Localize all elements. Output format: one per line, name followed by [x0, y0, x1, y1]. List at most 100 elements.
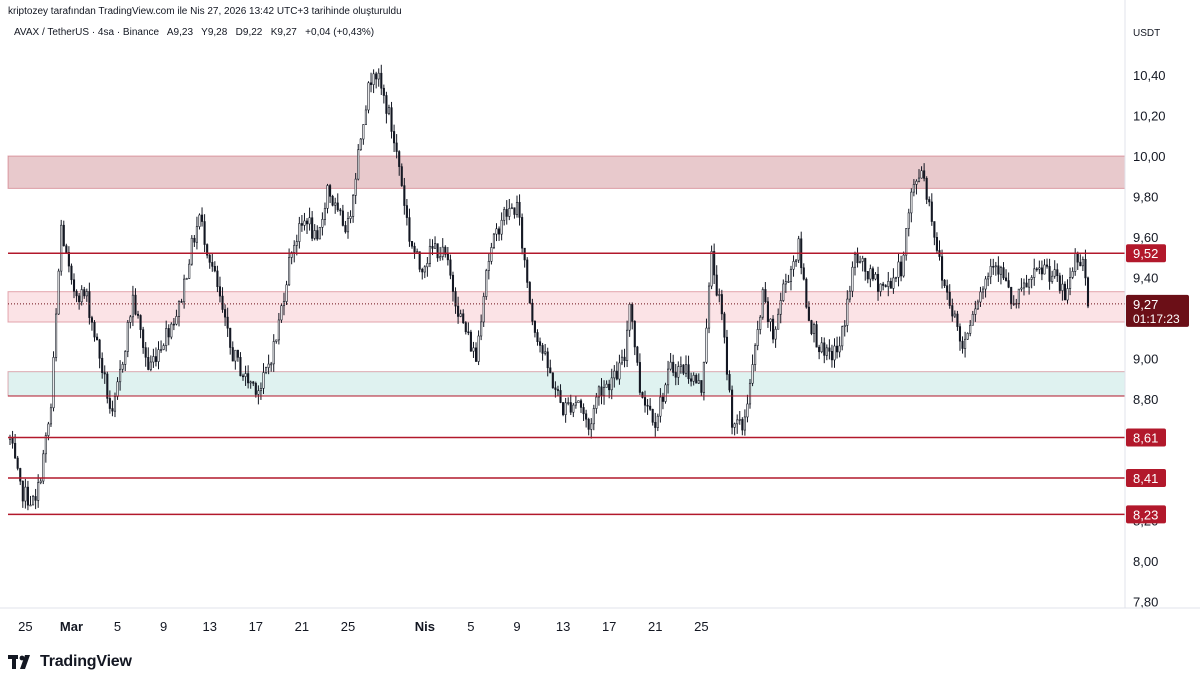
candle-body	[139, 315, 142, 330]
candle	[400, 163, 403, 187]
candle-body	[387, 107, 391, 114]
candle	[382, 84, 385, 104]
candle	[923, 163, 926, 182]
candle-body	[894, 276, 898, 279]
candle	[52, 351, 55, 412]
candle	[725, 329, 729, 381]
currency-label[interactable]: USDT	[1133, 28, 1161, 39]
level-label: 8,61	[1133, 430, 1158, 445]
candle-body	[715, 274, 718, 296]
candle	[900, 255, 903, 282]
candle	[1069, 267, 1072, 296]
candle	[1063, 281, 1067, 301]
candle-body	[410, 241, 414, 247]
candle	[948, 284, 951, 309]
candle	[1040, 260, 1043, 281]
candle-body	[224, 309, 227, 318]
candle-body	[920, 170, 923, 179]
candle-body	[503, 209, 506, 221]
time-axis[interactable]: 25 Mar 5 9 13 17 21 25 Nis 5 9 13 17 21 25	[0, 607, 1200, 634]
candle	[608, 379, 611, 399]
candle	[1035, 267, 1038, 272]
candle-body	[103, 372, 106, 375]
symbol-name[interactable]: AVAX / TetherUS · 4sa · Binance	[14, 27, 160, 38]
candle-body	[21, 480, 24, 502]
candle-body	[746, 403, 749, 418]
candle	[943, 278, 946, 288]
candle-body	[311, 217, 314, 239]
candle	[715, 265, 718, 297]
candle-body	[487, 260, 490, 271]
candle	[633, 320, 636, 356]
candle-body	[528, 282, 531, 304]
candle	[659, 388, 662, 423]
candle-body	[997, 265, 1000, 275]
low-value: D9,22	[235, 27, 263, 38]
candle-body	[188, 263, 191, 279]
candle-body	[756, 329, 759, 347]
candle-body	[690, 378, 693, 382]
price-tick-label: 7,80	[1133, 595, 1158, 610]
candle-body	[595, 396, 598, 409]
level-label: 8,41	[1133, 471, 1158, 486]
candle-body	[193, 237, 196, 243]
time-tick-label: Mar	[60, 619, 83, 634]
candle-body	[152, 356, 155, 363]
candle-body	[318, 227, 321, 240]
candle-body	[618, 362, 621, 380]
candle-body	[695, 374, 698, 384]
price-tick-label: 10,40	[1133, 68, 1166, 83]
candle-body	[252, 381, 255, 384]
candle-body	[175, 316, 178, 325]
candle-body	[295, 241, 298, 246]
candle-body	[254, 383, 257, 395]
price-axis[interactable]: 7,808,008,208,408,608,809,009,209,409,60…	[1133, 68, 1166, 610]
candle	[316, 225, 319, 241]
candle-body	[912, 184, 915, 193]
candle-body	[369, 82, 373, 85]
candle	[830, 344, 833, 368]
candle	[11, 430, 14, 449]
candle	[405, 198, 408, 226]
candle-body	[247, 373, 250, 384]
candle	[769, 318, 772, 332]
candle	[523, 247, 526, 268]
candle-body	[682, 364, 685, 374]
tradingview-logo: TradingView	[8, 652, 132, 672]
candle	[1076, 251, 1079, 270]
candle-body	[1076, 253, 1079, 263]
candle	[792, 255, 795, 277]
candle	[188, 259, 191, 280]
candle-body	[390, 107, 393, 132]
candle	[961, 336, 964, 354]
candle-body	[457, 305, 460, 317]
candle-body	[994, 265, 997, 268]
candle	[851, 261, 854, 298]
candle	[572, 403, 575, 418]
candle-body	[999, 267, 1002, 275]
candle	[1084, 249, 1087, 286]
candle-body	[825, 347, 828, 356]
candle	[992, 258, 995, 275]
time-tick-label: 9	[513, 619, 520, 634]
candle-body	[777, 313, 780, 330]
candle-body	[190, 237, 193, 265]
zone-green	[7, 371, 1126, 397]
candle-body	[838, 345, 841, 353]
candle	[933, 221, 936, 246]
candle	[198, 213, 201, 230]
candle-body	[925, 178, 928, 200]
candle	[224, 304, 227, 327]
candle-body	[751, 364, 754, 384]
candle-body	[1053, 269, 1056, 277]
candle-body	[195, 226, 198, 243]
candle-body	[408, 217, 411, 242]
candle-body	[582, 407, 585, 415]
candle-body	[738, 419, 741, 421]
time-tick-label: 21	[295, 619, 309, 634]
candle-body	[47, 423, 50, 436]
candle	[216, 265, 219, 293]
candle	[454, 287, 457, 314]
candle-body	[833, 345, 836, 361]
